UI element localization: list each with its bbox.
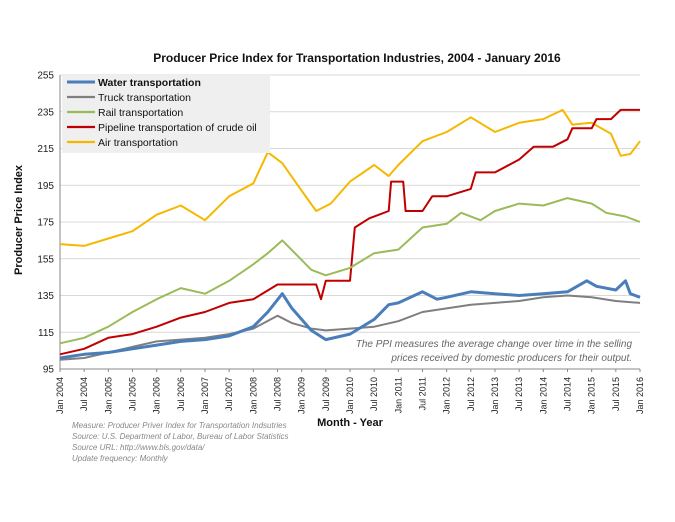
x-tick-label: Jan 2012 (442, 377, 452, 414)
x-tick-label: Jan 2010 (345, 377, 355, 414)
x-tick-label: Jul 2013 (514, 377, 524, 411)
x-tick-label: Jan 2011 (393, 377, 403, 413)
x-tick-label: Jul 2012 (466, 377, 476, 411)
legend-entry: Pipeline transportation of crude oil (98, 122, 257, 134)
y-axis-label: Producer Price Index (13, 164, 25, 275)
y-tick-label: 135 (37, 291, 54, 302)
footnote-line: Source: U.S. Department of Labor, Bureau… (72, 432, 289, 441)
legend-entry: Air transportation (98, 137, 178, 149)
chart-title: Producer Price Index for Transportation … (153, 51, 561, 65)
series-line-pipeline-transportation-of-crude-oil (59, 108, 640, 356)
footnote-line: Measure: Producer Priver Index for Trans… (72, 421, 287, 430)
y-tick-label: 175 (37, 218, 54, 229)
annotation-line: The PPI measures the average change over… (356, 339, 633, 350)
x-tick-label: Jul 2014 (563, 377, 573, 411)
x-tick-label: Jan 2016 (635, 377, 645, 414)
footnote-line: Update frequency: Monthly (72, 454, 169, 463)
series-line-rail-transportation (59, 197, 641, 345)
annotation-line: prices received by domestic producers fo… (390, 353, 632, 364)
x-tick-label: Jul 2005 (128, 377, 138, 411)
x-tick-label: Jul 2004 (79, 377, 89, 411)
x-tick-label: Jan 2015 (587, 377, 597, 414)
x-tick-label: Jan 2007 (200, 377, 210, 414)
y-tick-label: 195 (37, 181, 54, 192)
legend-entry: Water transportation (98, 77, 201, 89)
footnotes: Measure: Producer Priver Index for Trans… (72, 421, 289, 463)
x-tick-label: Jan 2014 (538, 377, 548, 414)
legend-entry: Rail transportation (98, 107, 183, 119)
y-tick-label: 95 (43, 365, 55, 376)
x-tick-label: Jul 2010 (369, 377, 379, 411)
x-tick-label: Jul 2006 (176, 377, 186, 411)
series-line-water-transportation (59, 279, 641, 360)
legend: Water transportation Truck transportation… (62, 75, 270, 153)
y-tick-label: 115 (38, 328, 54, 339)
x-tick-label: Jul 2009 (321, 377, 331, 411)
x-tick-label: Jul 2015 (611, 377, 621, 411)
x-tick-label: Jan 2006 (152, 377, 162, 414)
y-tick-label: 215 (37, 144, 54, 155)
x-tick-labels: Jan 2004 Jul 2004 Jan 2005 Jul 2005 Jan 2006… (55, 369, 645, 414)
legend-entry: Truck transportation (98, 92, 191, 104)
y-tick-label: 155 (37, 254, 54, 265)
x-tick-label: Jan 2004 (55, 377, 65, 414)
x-tick-label: Jan 2013 (490, 377, 500, 414)
annotation: The PPI measures the average change over… (356, 339, 633, 364)
y-tick-labels: 95 115 135 155 175 195 215 235 255 (37, 71, 54, 376)
x-tick-label: Jul 2011 (418, 377, 428, 410)
x-tick-label: Jul 2008 (273, 377, 283, 411)
x-tick-label: Jul 2007 (224, 377, 234, 411)
x-tick-label: Jan 2009 (297, 377, 307, 414)
legend-box (62, 75, 270, 153)
series-lines (59, 108, 641, 361)
x-tick-label: Jan 2005 (103, 377, 113, 414)
y-tick-label: 255 (37, 71, 54, 82)
y-tick-label: 235 (37, 107, 54, 118)
x-tick-label: Jan 2008 (248, 377, 258, 414)
footnote-line: Source URL: http://www.bls.gov/data/ (72, 443, 205, 452)
x-axis-label: Month - Year (317, 417, 384, 429)
series-line-truck-transportation (59, 294, 641, 361)
series-line-air-transportation (59, 108, 641, 247)
